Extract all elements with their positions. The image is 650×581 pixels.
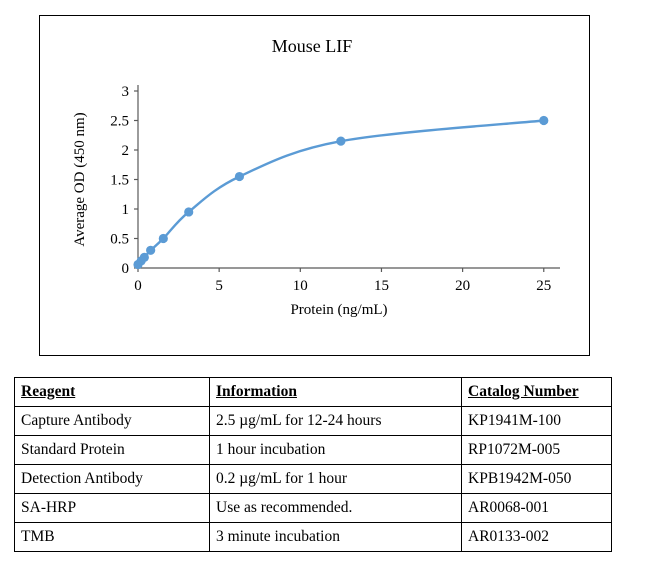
reagent-table: Reagent Information Catalog Number Captu… (14, 377, 612, 552)
data-point (336, 136, 346, 146)
y-tick-label: 2 (122, 143, 130, 159)
data-point (539, 115, 549, 126)
cell-reagent: Standard Protein (14, 435, 210, 465)
cell-reagent: SA-HRP (14, 493, 210, 523)
cell-catalog: AR0133-002 (461, 522, 612, 552)
table-row: Capture Antibody 2.5 µg/mL for 12-24 hou… (14, 406, 612, 436)
cell-info: 3 minute incubation (209, 522, 462, 552)
x-tick-label: 20 (455, 278, 470, 294)
data-point (158, 233, 168, 244)
y-tick-label: 1.5 (110, 173, 129, 189)
cell-catalog: KPB1942M-050 (461, 464, 612, 494)
x-tick-label: 5 (215, 278, 223, 294)
chart-panel: 0 5 10 15 20 25 0 0.5 1 1.5 2 2.5 3 Mouse LIF Average … (39, 15, 590, 356)
table-header-reagent: Reagent (14, 377, 210, 407)
x-axis-title: Protein (ng/mL) (290, 302, 387, 318)
table-header-row: Reagent Information Catalog Number (14, 377, 612, 407)
y-tick-label: 1 (122, 202, 130, 218)
y-axis-title: Average OD (450 nm) (72, 112, 88, 246)
table-row: Detection Antibody 0.2 µg/mL for 1 hour … (14, 464, 612, 494)
cell-reagent: TMB (14, 522, 210, 552)
x-tick-label: 15 (374, 278, 389, 294)
cell-reagent: Capture Antibody (14, 406, 210, 436)
y-tick-label: 0.5 (110, 232, 129, 248)
cell-reagent: Detection Antibody (14, 464, 210, 494)
cell-info: 2.5 µg/mL for 12-24 hours (209, 406, 462, 436)
table-row: TMB 3 minute incubation AR0133-002 (14, 522, 612, 552)
table-header-information: Information (209, 377, 462, 407)
standard-curve-chart: 0 5 10 15 20 25 0 0.5 1 1.5 2 2.5 3 Mouse LIF Average … (72, 36, 560, 318)
x-tick-label: 25 (536, 278, 551, 294)
cell-catalog: KP1941M-100 (461, 406, 612, 436)
cell-catalog: RP1072M-005 (461, 435, 612, 465)
cell-info: 0.2 µg/mL for 1 hour (209, 464, 462, 494)
table-row: Standard Protein 1 hour incubation RP107… (14, 435, 612, 465)
x-tick-label: 0 (134, 278, 142, 294)
x-tick-label: 10 (293, 278, 308, 294)
cell-info: Use as recommended. (209, 493, 462, 523)
data-point (146, 245, 156, 255)
data-point (184, 207, 194, 217)
table-row: SA-HRP Use as recommended. AR0068-001 (14, 493, 612, 523)
y-tick-label: 2.5 (110, 114, 129, 130)
cell-catalog: AR0068-001 (461, 493, 612, 523)
cell-info: 1 hour incubation (209, 435, 462, 465)
chart-title: Mouse LIF (272, 36, 353, 56)
data-point (234, 171, 245, 182)
table-header-catalog-number: Catalog Number (461, 377, 612, 407)
reagent-table-section: Reagent Information Catalog Number Captu… (14, 377, 612, 552)
y-tick-label: 3 (122, 84, 130, 100)
data-point (139, 252, 149, 262)
y-tick-label: 0 (122, 261, 130, 277)
